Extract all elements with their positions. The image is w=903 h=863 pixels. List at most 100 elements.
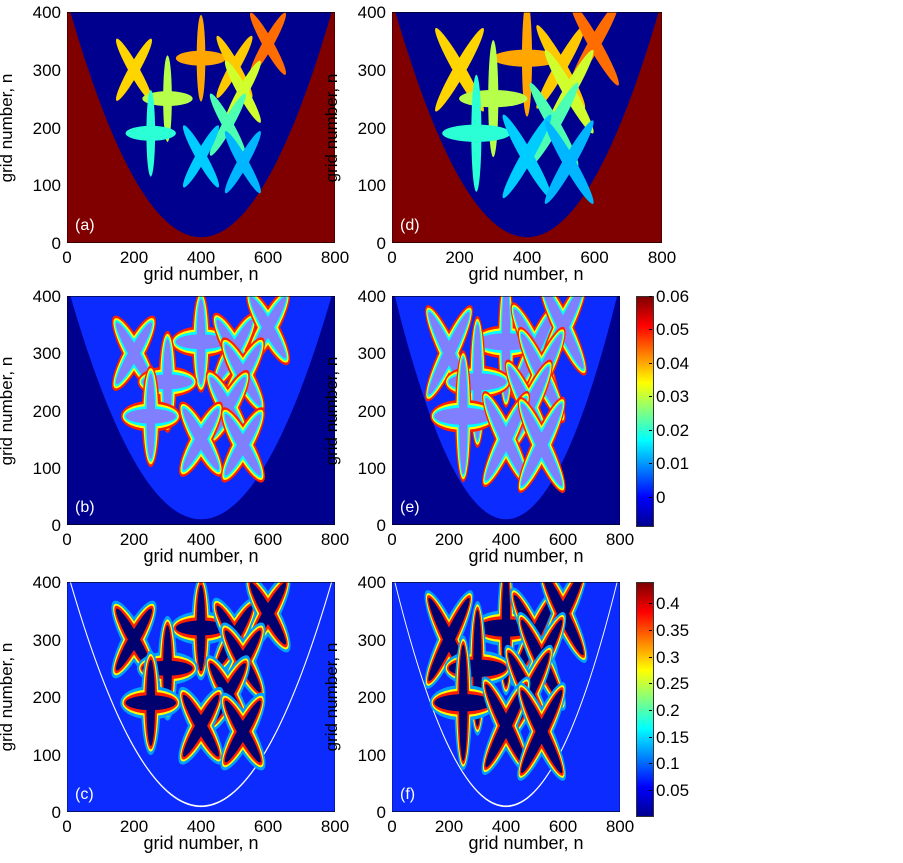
crystal-arm	[502, 114, 552, 199]
heatmap-a	[67, 12, 335, 243]
y-tick-label: 300	[32, 630, 61, 650]
colorbar-tick-label: 0.03	[656, 387, 690, 407]
colorbar-tick-label: 0.15	[656, 727, 690, 747]
panel-e: (e)	[392, 296, 620, 525]
y-tick-label: 200	[32, 688, 61, 707]
x-tick-label: 400	[186, 817, 216, 836]
colorbar-tick-label: 0.05	[656, 320, 690, 340]
crystal-arm	[182, 694, 220, 757]
y-tick-label: 100	[32, 745, 61, 765]
y-axis-label: grid number, n	[0, 73, 16, 182]
colorbar-tick	[649, 763, 652, 765]
x-tick-label: 800	[605, 817, 635, 836]
colorbar-tick	[649, 709, 652, 711]
x-tick-label: 200	[119, 248, 149, 267]
heatmap-f	[392, 582, 620, 812]
colorbar-tick-label: 0.3	[656, 647, 680, 667]
panel-f: (f)	[392, 582, 620, 812]
y-tick-label: 400	[32, 3, 61, 22]
crystal-arm	[520, 403, 563, 487]
y-tick-label: 0	[51, 516, 61, 535]
colorbar-tick	[649, 396, 652, 398]
x-axis-label: grid number, n	[143, 264, 259, 284]
colorbar-tick-label: 0.25	[656, 674, 690, 694]
crystal-arm	[521, 12, 533, 117]
crystal-arm	[570, 12, 619, 86]
crystal-arm	[520, 689, 563, 774]
x-tick-label: 600	[253, 817, 283, 836]
panel-label: (e)	[400, 499, 420, 516]
colorbar-tick	[649, 429, 652, 431]
crystal-arm	[224, 414, 261, 476]
x-tick-label: 400	[186, 530, 216, 549]
crystal-arm	[224, 131, 261, 194]
crystals	[111, 296, 291, 483]
crystal-arm	[196, 298, 206, 385]
x-tick-label: 200	[119, 530, 149, 549]
y-tick-label: 300	[357, 344, 386, 364]
crystal-arm	[115, 608, 153, 671]
x-tick-label: 0	[387, 530, 397, 549]
colorbar-tick	[649, 789, 652, 791]
colorbar-tick	[649, 362, 652, 364]
x-axis-label: grid number, n	[143, 833, 259, 853]
y-tick-label: 200	[357, 118, 386, 138]
crystal-arm	[224, 700, 261, 763]
y-tick-label: 100	[32, 176, 61, 196]
crystal-arm	[115, 38, 153, 101]
y-tick-label: 200	[32, 118, 61, 138]
colorbar-tick-label: 0.04	[656, 353, 690, 373]
x-tick-label: 800	[320, 817, 350, 836]
x-tick-label: 200	[434, 817, 464, 836]
colorbar-tick-label: 0.1	[656, 754, 680, 774]
y-tick-label: 300	[32, 344, 61, 364]
crystal-arm	[485, 684, 527, 768]
crystal-arm	[182, 408, 220, 470]
panel-d: (d)	[392, 12, 662, 243]
x-tick-label: 600	[548, 817, 578, 836]
y-tick-label: 200	[357, 688, 386, 707]
x-tick-label: 0	[62, 817, 72, 836]
x-axis-label: grid number, n	[468, 833, 584, 853]
crystal-arm	[435, 27, 484, 112]
crystal-arm	[458, 644, 468, 761]
heatmap-c	[67, 582, 335, 812]
crystals	[115, 12, 287, 194]
x-tick-label: 800	[320, 530, 350, 549]
crystals	[111, 582, 291, 771]
y-tick-label: 400	[32, 573, 61, 592]
boundary-line	[69, 582, 333, 808]
crystal-arm	[249, 12, 287, 75]
colorbar-tick-label: 0.05	[656, 780, 690, 800]
y-tick-label: 0	[51, 234, 61, 253]
panel-label: (d)	[400, 217, 420, 234]
colorbar-tick	[649, 329, 652, 331]
colorbar-tick	[649, 296, 652, 297]
colorbar-tick	[649, 736, 652, 738]
colorbar-tick	[649, 683, 652, 685]
crystal-arm	[182, 125, 220, 188]
crystal-arm	[146, 373, 156, 460]
y-axis-label: grid number, n	[322, 642, 341, 752]
x-tick-label: 400	[186, 248, 216, 267]
y-tick-label: 300	[32, 60, 61, 80]
y-tick-label: 400	[357, 3, 386, 22]
y-tick-label: 100	[357, 745, 386, 765]
x-tick-label: 800	[320, 248, 350, 267]
panel-b: (b)	[67, 296, 335, 525]
x-tick-label: 200	[445, 248, 474, 267]
panel-label: (a)	[75, 217, 95, 234]
x-axis-label: grid number, n	[468, 264, 584, 284]
x-tick-label: 200	[434, 530, 464, 549]
panel-a: (a)	[67, 12, 335, 243]
panel-label: (b)	[75, 499, 95, 516]
crystal-arm	[196, 14, 206, 102]
colorbar-tick-label: 0.06	[656, 287, 690, 306]
crystals	[424, 582, 588, 781]
x-tick-label: 800	[605, 530, 635, 549]
colorbar-tick-label: 0	[656, 487, 666, 507]
panel-label: (c)	[75, 786, 94, 803]
y-tick-label: 400	[357, 287, 386, 306]
x-tick-label: 600	[253, 248, 283, 267]
heatmap-b	[67, 296, 335, 525]
